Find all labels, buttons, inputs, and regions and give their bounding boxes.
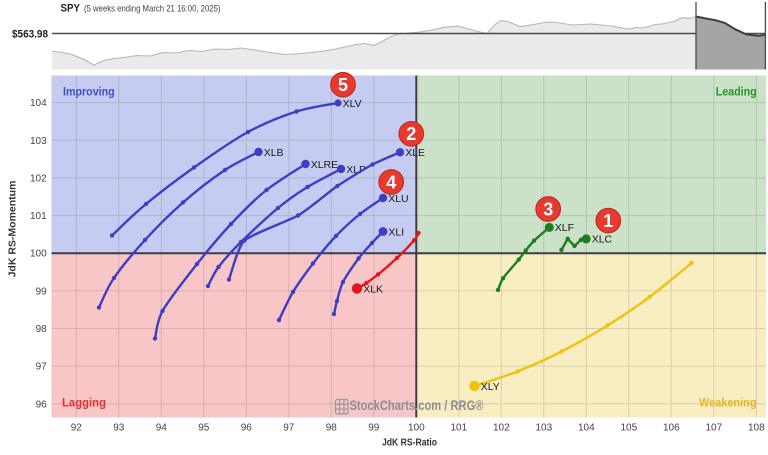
svg-text:Weakening: Weakening — [699, 396, 757, 410]
svg-text:92: 92 — [71, 423, 83, 434]
svg-text:104: 104 — [30, 98, 47, 109]
svg-text:Improving: Improving — [63, 85, 115, 99]
svg-text:99: 99 — [368, 423, 380, 434]
svg-text:96: 96 — [36, 399, 48, 410]
svg-text:98: 98 — [326, 423, 338, 434]
svg-text:96: 96 — [241, 423, 253, 434]
svg-text:XLB: XLB — [264, 147, 284, 159]
svg-text:106: 106 — [663, 423, 680, 434]
svg-text:(5 weeks ending March 21 16:00: (5 weeks ending March 21 16:00, 2025) — [84, 4, 221, 15]
svg-text:XLC: XLC — [592, 234, 613, 246]
svg-text:SPY: SPY — [61, 3, 81, 15]
svg-text:104: 104 — [578, 423, 595, 434]
svg-text:102: 102 — [30, 173, 47, 184]
svg-text:XLE: XLE — [405, 147, 425, 159]
svg-text:105: 105 — [620, 423, 637, 434]
svg-text:100: 100 — [408, 423, 425, 434]
svg-text:XLY: XLY — [481, 381, 500, 393]
svg-text:101: 101 — [30, 211, 47, 222]
svg-text:103: 103 — [535, 423, 552, 434]
svg-text:97: 97 — [283, 423, 295, 434]
svg-text:XLI: XLI — [388, 226, 404, 238]
svg-text:5: 5 — [338, 75, 348, 95]
svg-text:95: 95 — [198, 423, 210, 434]
svg-text:XLP: XLP — [346, 164, 366, 176]
svg-text:97: 97 — [36, 362, 48, 373]
svg-text:93: 93 — [113, 423, 125, 434]
svg-text:XLK: XLK — [363, 283, 383, 295]
svg-text:102: 102 — [493, 423, 510, 434]
svg-text:Lagging: Lagging — [62, 396, 106, 410]
svg-text:98: 98 — [36, 324, 48, 335]
svg-text:JdK RS-Momentum: JdK RS-Momentum — [7, 181, 19, 278]
svg-text:4: 4 — [386, 172, 396, 192]
svg-text:$563.98: $563.98 — [12, 29, 48, 41]
svg-text:2: 2 — [406, 124, 416, 144]
svg-text:XLU: XLU — [388, 193, 408, 205]
svg-text:103: 103 — [30, 136, 47, 147]
svg-text:3: 3 — [543, 199, 553, 219]
svg-text:Leading: Leading — [716, 85, 757, 99]
svg-text:94: 94 — [156, 423, 168, 434]
svg-text:107: 107 — [705, 423, 722, 434]
svg-text:StockCharts.com / RRG®: StockCharts.com / RRG® — [350, 397, 485, 413]
svg-text:XLRE: XLRE — [311, 159, 338, 171]
svg-text:XLV: XLV — [343, 98, 362, 110]
svg-text:101: 101 — [450, 423, 467, 434]
svg-text:JdK RS-Ratio: JdK RS-Ratio — [382, 437, 437, 449]
svg-text:XLF: XLF — [555, 222, 574, 234]
svg-text:100: 100 — [30, 249, 47, 260]
svg-text:99: 99 — [36, 286, 48, 297]
svg-text:1: 1 — [603, 211, 613, 231]
svg-text:108: 108 — [748, 423, 765, 434]
